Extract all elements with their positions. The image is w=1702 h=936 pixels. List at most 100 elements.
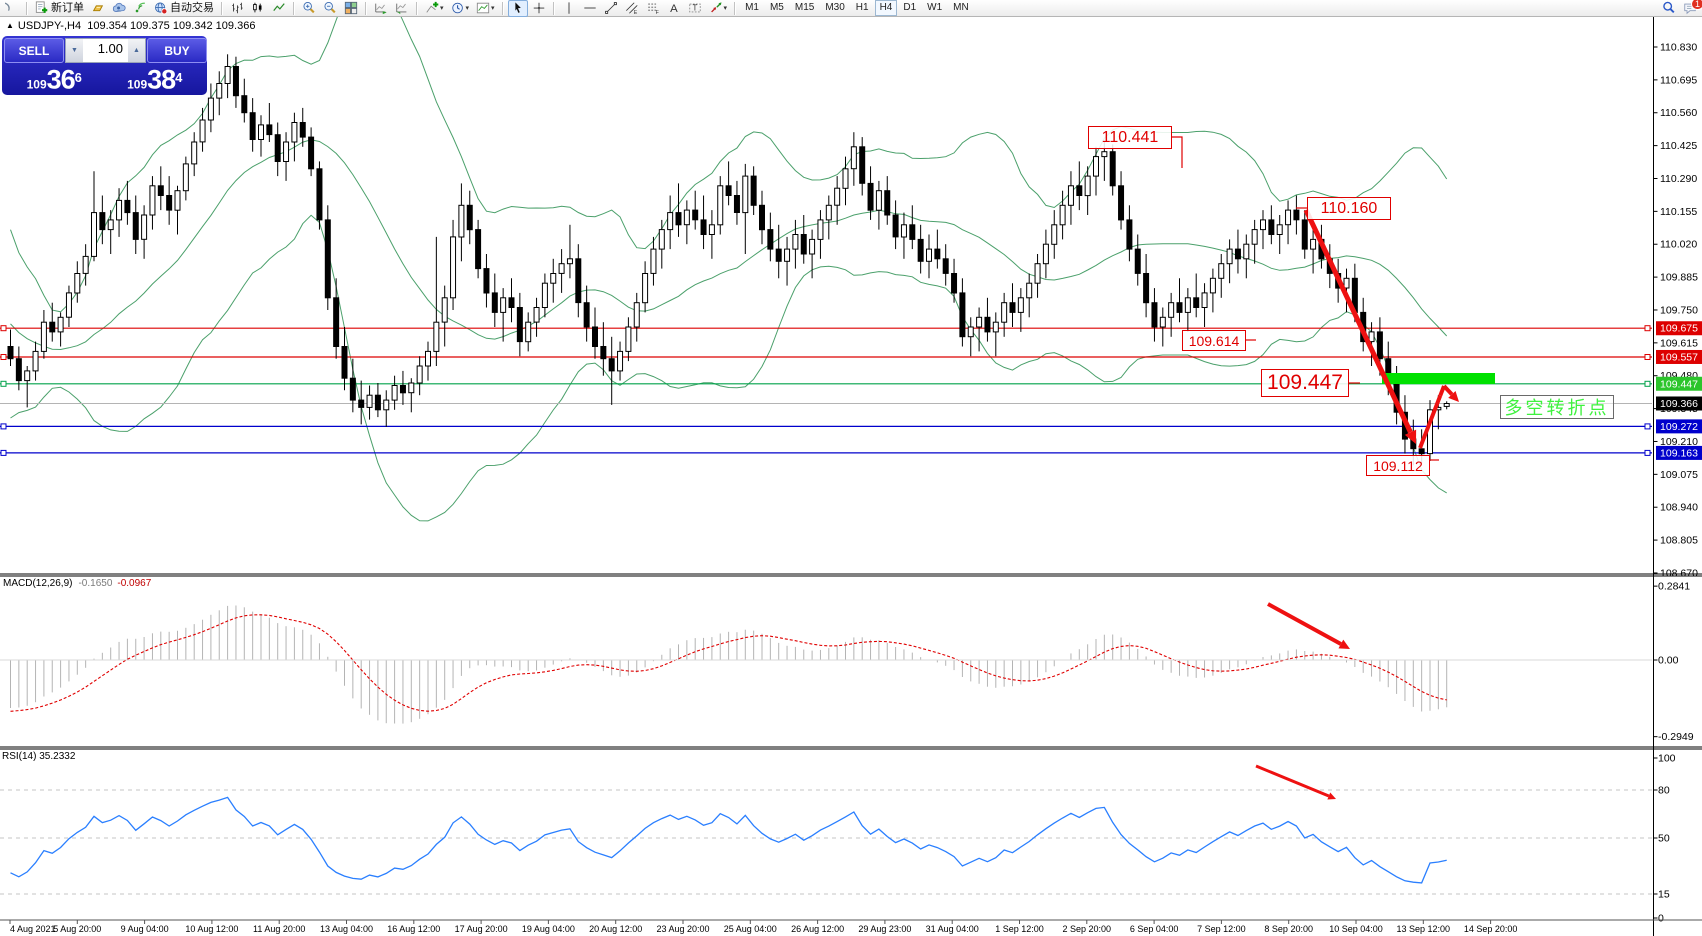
time-tick-label: 26 Aug 12:00	[791, 924, 844, 934]
line-chart-button[interactable]	[269, 0, 289, 17]
channel-button[interactable]: E	[622, 0, 642, 17]
cursor-button[interactable]	[507, 0, 528, 17]
time-tick-label: 7 Sep 12:00	[1197, 924, 1246, 934]
periods-button[interactable]: ▾	[448, 0, 473, 17]
zone-text-annotation[interactable]: 多空转折点	[1500, 395, 1614, 419]
support-zone-rect[interactable]	[1382, 373, 1495, 384]
macd-signal-line	[10, 614, 1447, 712]
macd-panel[interactable]	[0, 605, 1652, 724]
sell-button[interactable]: SELL	[4, 38, 64, 63]
trend-arrow[interactable]	[1418, 394, 1443, 449]
line-handle[interactable]	[0, 354, 7, 360]
price-annotation[interactable]: 110.160	[1307, 197, 1391, 220]
candle-chart-button[interactable]	[248, 0, 268, 17]
price-annotation[interactable]: 110.441	[1088, 126, 1172, 149]
crosshair-button[interactable]	[529, 0, 549, 17]
line-handle[interactable]	[0, 449, 7, 456]
autotrade-button[interactable]: 自动交易	[151, 0, 217, 17]
timeframe-h4-button[interactable]: H4	[874, 0, 898, 16]
arrows-button[interactable]: ▾	[706, 0, 731, 17]
chevron-down-icon[interactable]: ▾	[491, 5, 495, 12]
timeframe-m5-button[interactable]: M5	[769, 2, 784, 13]
line-handle[interactable]	[1644, 354, 1651, 360]
timeframe-m15-button[interactable]: M15	[794, 2, 815, 13]
volume-decrease-button[interactable]: ▼	[66, 39, 83, 62]
time-tick-label: 16 Aug 12:00	[387, 924, 440, 934]
line-handle[interactable]	[1644, 380, 1651, 387]
line-handle[interactable]	[0, 325, 7, 332]
sell-price-display: 109366	[4, 63, 105, 94]
bollinger-bands	[10, 0, 1448, 522]
notifications-button[interactable]: 1	[1680, 0, 1702, 17]
trend-arrow[interactable]	[1442, 384, 1454, 396]
volume-increase-button[interactable]: ▲	[128, 39, 145, 62]
time-tick-label: 17 Aug 20:00	[455, 924, 508, 934]
buy-button[interactable]: BUY	[147, 38, 207, 63]
trend-arrow[interactable]	[1303, 208, 1413, 434]
templates-button[interactable]: ▾	[473, 0, 498, 17]
price-line-label-text: 109.366	[1660, 398, 1698, 410]
timeframe-w1-button[interactable]: W1	[927, 2, 943, 13]
indicators-button[interactable]: ▾	[422, 0, 447, 17]
tile-windows-button[interactable]	[341, 0, 361, 17]
rsi-panel[interactable]	[0, 789, 1652, 895]
text-button[interactable]: A	[664, 0, 684, 17]
timeframe-d1-button[interactable]: D1	[903, 2, 917, 13]
time-tick-label: 23 Aug 20:00	[656, 924, 709, 934]
zoom-out-button[interactable]	[320, 0, 340, 17]
chevron-down-icon[interactable]: ▾	[723, 5, 728, 12]
chevron-down-icon[interactable]: ▾	[465, 5, 470, 12]
trend-arrow[interactable]	[1267, 602, 1342, 646]
time-tick-label: 6 Sep 04:00	[1130, 924, 1179, 934]
price-line-label	[1656, 396, 1702, 411]
chart-shift-button[interactable]	[392, 0, 412, 17]
price-annotation[interactable]: 109.447	[1261, 369, 1349, 397]
main-chart-panel[interactable]	[0, 0, 1652, 522]
price-axis[interactable]: 110.830 110.695 110.560 110.425 110.290 110.1…	[1653, 42, 1702, 925]
line-handle[interactable]	[1644, 325, 1651, 332]
price-tick-label: 108.670	[1660, 567, 1698, 579]
time-tick-label: 1 Sep 12:00	[995, 924, 1044, 934]
vline-button[interactable]	[559, 0, 579, 17]
trendline-button[interactable]	[601, 0, 621, 17]
line-handle[interactable]	[0, 423, 7, 430]
hline-button[interactable]	[580, 0, 600, 17]
top-toolbar: 新订单 自动交易 ▾ ▾ ▾ E F A T ▾ M1 M5 M15 M30 H1 H4 D1 W1 MN 1	[0, 0, 1702, 17]
timeframe-m30-button[interactable]: M30	[825, 2, 845, 13]
signals-button[interactable]	[130, 0, 150, 17]
volume-input[interactable]: 1.00	[83, 39, 128, 62]
text-icon: A	[670, 3, 678, 15]
price-annotation[interactable]: 109.614	[1182, 330, 1246, 351]
timeframe-mn-button[interactable]: MN	[953, 2, 969, 13]
timeframe-h1-button[interactable]: H1	[855, 2, 869, 13]
line-handle[interactable]	[1644, 423, 1651, 430]
price-line-label-text: 109.675	[1660, 323, 1698, 335]
price-annotation[interactable]: 109.112	[1366, 455, 1430, 476]
chevron-down-icon[interactable]: ▾	[440, 5, 444, 12]
macd-tick-label: 0.00	[1658, 655, 1679, 667]
trend-arrow[interactable]	[1255, 764, 1330, 798]
new-order-icon	[35, 1, 48, 13]
price-tick-label: 108.940	[1660, 502, 1698, 514]
label-button[interactable]: T	[685, 0, 705, 17]
line-handle[interactable]	[1644, 449, 1651, 456]
window-button[interactable]	[2, 0, 22, 17]
price-tick-label: 110.290	[1660, 173, 1697, 185]
zoom-in-button[interactable]	[299, 0, 319, 17]
time-tick-label: 25 Aug 04:00	[724, 924, 777, 934]
new-order-button[interactable]: 新订单	[32, 0, 87, 17]
search-button[interactable]	[1659, 0, 1679, 17]
timeframe-m1-button[interactable]: M1	[745, 2, 759, 13]
zoom-out-icon	[324, 2, 336, 14]
autoscroll-button[interactable]	[371, 0, 391, 17]
line-handle[interactable]	[0, 380, 7, 387]
community-button[interactable]	[109, 0, 129, 17]
time-tick-label: 8 Sep 20:00	[1264, 924, 1313, 934]
fibo-button[interactable]: F	[643, 0, 663, 17]
market-gold-button[interactable]	[88, 0, 108, 17]
bar-chart-button[interactable]	[227, 0, 247, 17]
collapse-triangle-icon[interactable]: ▲	[6, 21, 14, 30]
